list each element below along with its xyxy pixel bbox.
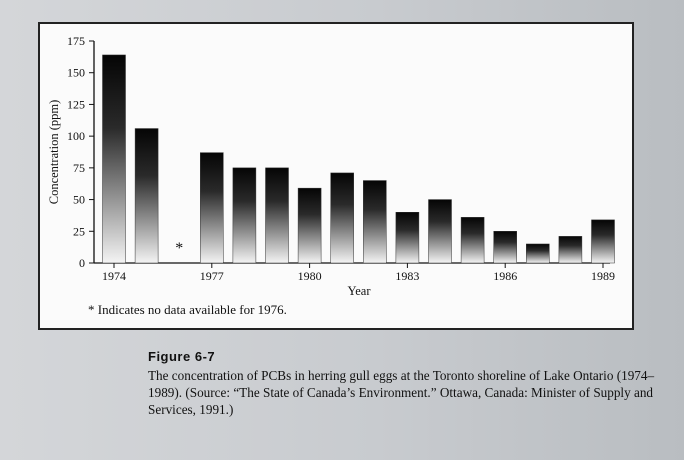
x-axis-title: Year <box>347 284 371 298</box>
y-tick-label: 50 <box>73 193 85 207</box>
y-tick-label: 0 <box>79 256 85 270</box>
bar-1974 <box>102 54 126 264</box>
bar-1984 <box>428 199 452 264</box>
bar-1988 <box>558 236 583 264</box>
bar-1980 <box>297 187 322 264</box>
chart-labels: 0 25 50 75 100 125 150 175 * 1974 1977 1980 1983 1986… <box>47 34 615 317</box>
y-tick-label: 75 <box>73 161 85 175</box>
y-tick-label: 125 <box>67 97 85 111</box>
figure-caption: Figure 6-7 The concentration of PCBs in … <box>148 349 668 418</box>
chart-bars <box>102 54 615 264</box>
bar-1981 <box>330 172 354 264</box>
x-tick-label: 1980 <box>298 269 322 283</box>
bar-1979 <box>265 167 289 264</box>
y-tick-label: 175 <box>67 34 85 48</box>
x-tick-label: 1974 <box>102 269 126 283</box>
bar-1975 <box>134 128 159 264</box>
x-tick-label: 1989 <box>591 269 615 283</box>
bar-1982 <box>363 180 387 264</box>
x-tick-label: 1983 <box>395 269 419 283</box>
y-tick-label: 150 <box>67 66 85 80</box>
missing-data-marker: * <box>175 240 183 257</box>
bar-1978 <box>232 167 257 264</box>
y-tick-label: 100 <box>67 129 85 143</box>
bar-1977 <box>200 152 224 264</box>
caption-text: The concentration of PCBs in herring gul… <box>148 368 655 417</box>
y-tick-label: 25 <box>73 224 85 238</box>
bar-1989 <box>591 219 615 264</box>
bar-1985 <box>460 217 485 264</box>
x-tick-label: 1986 <box>493 269 517 283</box>
y-axis-title: Concentration (ppm) <box>47 100 61 205</box>
figure-label: Figure 6-7 <box>148 349 216 364</box>
chart-footnote: * Indicates no data available for 1976. <box>88 302 287 317</box>
bar-1986 <box>493 231 517 264</box>
bar-1987 <box>526 243 550 264</box>
bar-1983 <box>395 212 420 264</box>
pcb-bar-chart: 0 25 50 75 100 125 150 175 * 1974 1977 1980 1983 1986… <box>47 34 615 317</box>
x-tick-label: 1977 <box>200 269 224 283</box>
